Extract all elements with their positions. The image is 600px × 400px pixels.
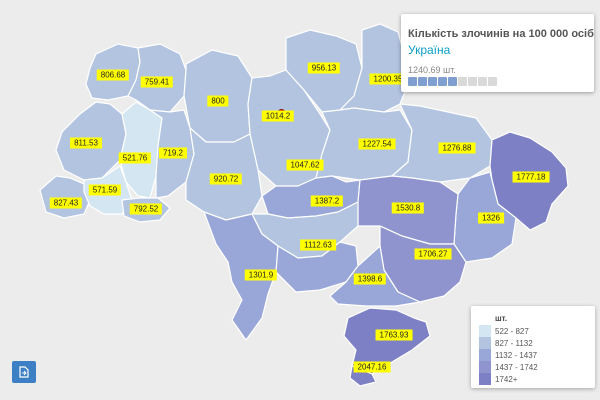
legend-item: 1437 - 1742 — [479, 361, 538, 373]
label-volyn: 806.68 — [96, 69, 130, 81]
map-legend: шт. 522 - 827 827 - 1132 1132 - 1437 1437 -… — [471, 306, 595, 388]
label-zaporizhzhia: 1706.27 — [414, 248, 452, 260]
info-value: 1240.69 шт. — [408, 65, 456, 75]
info-title: Кількість злочинів на 100 000 осіб — [408, 28, 594, 40]
legend-swatch — [479, 349, 491, 361]
label-zakarpattia: 827.43 — [49, 197, 83, 209]
label-donetsk: 1326 — [478, 212, 504, 224]
label-ternopil: 521.76 — [118, 152, 152, 164]
legend-item: 1132 - 1437 — [479, 349, 537, 361]
legend-item: 827 - 1132 — [479, 337, 533, 349]
label-zhytomyr: 800 — [207, 95, 229, 107]
label-sevastopol: 2047.16 — [353, 361, 391, 373]
label-crimea: 1763.93 — [375, 329, 413, 341]
scale-cell — [438, 77, 447, 86]
label-kherson: 1398.6 — [353, 273, 387, 285]
region-sumy[interactable] — [339, 23, 409, 113]
info-panel: Кількість злочинів на 100 000 осіб Украї… — [401, 14, 594, 92]
legend-item: 1742+ — [479, 373, 517, 385]
info-value-scale — [408, 77, 497, 86]
label-ivano-frankivsk: 571.59 — [88, 184, 122, 196]
scale-cell — [488, 77, 497, 86]
scale-cell — [458, 77, 467, 86]
document-export-icon — [19, 366, 29, 378]
label-cherkasy: 1387.2 — [310, 195, 344, 207]
label-lviv: 811.53 — [70, 137, 102, 149]
scale-cell — [428, 77, 437, 86]
legend-swatch — [479, 373, 491, 385]
legend-label: 1437 - 1742 — [495, 362, 538, 372]
legend-swatch — [479, 361, 491, 373]
scale-cell — [468, 77, 477, 86]
scale-cell — [448, 77, 457, 86]
label-dnipropetrovsk: 1530.8 — [391, 202, 425, 214]
legend-swatch — [479, 325, 491, 337]
legend-label: 827 - 1132 — [495, 338, 533, 348]
scale-cell — [478, 77, 487, 86]
label-kirovohrad: 1112.63 — [300, 239, 336, 251]
label-poltava: 1227.54 — [358, 138, 396, 150]
label-kyiv-oblast: 1047.62 — [286, 159, 324, 171]
info-country-link[interactable]: Україна — [408, 43, 451, 57]
legend-item: 522 - 827 — [479, 325, 529, 337]
label-chernivtsi: 792.52 — [129, 203, 163, 215]
label-khmelnytskyi: 719.2 — [158, 147, 188, 159]
region-crimea[interactable] — [343, 307, 431, 375]
region-odesa[interactable] — [203, 211, 279, 341]
label-kyiv-city: 1014.2 — [261, 110, 295, 122]
label-chernihiv: 956.13 — [307, 62, 341, 74]
legend-label: 522 - 827 — [495, 326, 529, 336]
label-sumy: 1200.35 — [369, 73, 407, 85]
legend-label: 1742+ — [495, 374, 518, 384]
legend-label: 1132 - 1437 — [495, 350, 538, 360]
label-rivne: 759.41 — [140, 76, 174, 88]
label-odesa: 1301.9 — [244, 269, 278, 281]
label-kharkiv: 1276.88 — [438, 142, 476, 154]
export-button[interactable] — [12, 361, 36, 383]
label-luhansk: 1777.18 — [512, 171, 550, 183]
label-vinnytsia: 920.72 — [209, 173, 243, 185]
legend-title: шт. — [495, 314, 508, 323]
scale-cell — [408, 77, 417, 86]
legend-swatch — [479, 337, 491, 349]
scale-cell — [418, 77, 427, 86]
